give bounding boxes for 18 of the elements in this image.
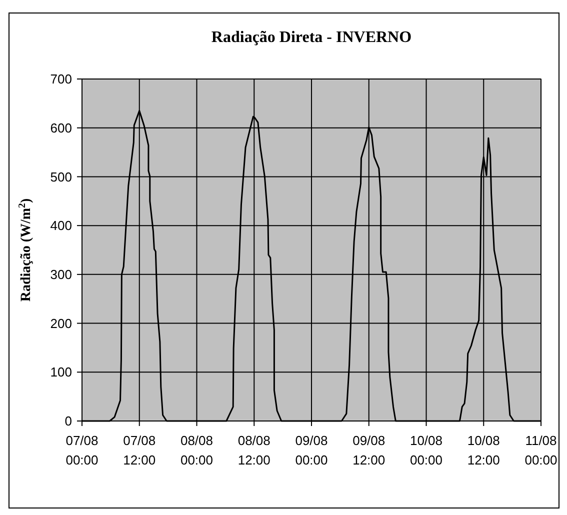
x-tick-label: 08/08 12:00 <box>238 433 270 468</box>
x-tick-label: 10/08 00:00 <box>410 433 443 468</box>
y-tick-label: 300 <box>50 266 72 282</box>
y-tick-label: 100 <box>50 364 72 380</box>
y-tick-label: 700 <box>50 72 72 87</box>
y-tick-label: 500 <box>50 169 72 184</box>
x-tick-label: 07/08 00:00 <box>66 433 98 468</box>
x-tick-label: 10/08 12:00 <box>467 433 500 468</box>
chart-title: Radiação Direta - INVERNO <box>211 29 412 46</box>
x-tick-label: 09/08 00:00 <box>295 433 328 468</box>
y-tick-label: 0 <box>64 414 72 429</box>
x-tick-label: 11/08 00:00 <box>524 433 558 468</box>
x-tick-label: 07/08 12:00 <box>123 433 156 468</box>
y-tick-label: 200 <box>50 316 72 331</box>
x-tick-label: 08/08 00:00 <box>180 433 214 468</box>
y-tick-label: 400 <box>50 218 72 234</box>
y-tick-label: 600 <box>50 120 72 136</box>
x-tick-label: 09/08 12:00 <box>352 433 386 468</box>
